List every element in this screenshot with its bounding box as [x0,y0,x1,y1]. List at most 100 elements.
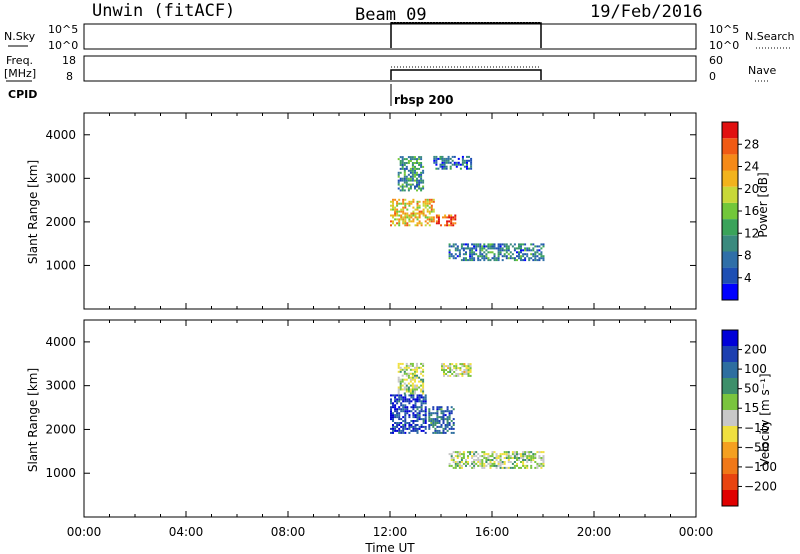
echo-cell [452,222,455,225]
echo-cell [458,466,461,469]
echo-cell [505,457,508,459]
echo-cell [420,189,423,192]
echo-cell [538,257,541,260]
echo-cell [450,453,453,456]
echo-cell [499,455,502,458]
echo-cell [501,259,504,262]
echo-cell [416,206,419,209]
echo-cell [397,390,400,393]
echo-cell [444,224,447,227]
echo-cell [400,218,403,221]
echo-cell [399,167,402,170]
echo-cell [448,418,451,421]
echo-cell [516,459,518,461]
echo-cell [450,431,453,434]
echo-cell [468,167,470,170]
echo-cell [412,416,415,419]
echo-cell [402,216,405,219]
echo-cell [449,161,452,164]
echo-cell [414,404,417,407]
echo-cell [450,420,453,422]
echo-cell [442,216,444,219]
echo-cell [439,165,442,168]
echo-cell [475,249,478,252]
echo-cell [408,427,411,430]
echo-cell [451,373,454,375]
echo-cell [454,466,457,469]
echo-cell [505,249,508,252]
echo-cell [396,425,399,428]
echo-cell [526,253,529,256]
echo-cell [499,466,502,469]
echo-cell [414,410,417,413]
echo-cell [434,431,437,434]
echo-cell [457,163,460,166]
echo-cell [422,370,425,373]
echo-cell [410,212,413,215]
echo-cell [493,257,496,260]
echo-cell [475,247,478,250]
echo-cell [405,179,408,182]
echo-cell [422,210,425,213]
echo-cell [434,418,437,421]
echo-cell [487,457,490,459]
echo-cell [443,157,446,160]
echo-cell [493,255,496,258]
echo-cell [471,451,474,454]
echo-cell [408,216,411,219]
echo-cell [424,220,427,223]
echo-cell [462,257,465,260]
echo-cell [398,398,401,401]
echo-cell [534,255,537,258]
echo-cell [485,255,488,258]
echo-cell [406,408,409,411]
echo-cell [414,169,416,172]
echo-cell [411,165,414,168]
echo-cell [479,259,482,262]
echo-cell [410,202,413,205]
echo-cell [430,420,433,422]
echo-cell [542,257,545,260]
echo-cell [469,453,472,456]
echo-cell [454,455,457,458]
echo-cell [414,427,417,430]
echo-cell [424,418,427,421]
echo-cell [414,216,417,219]
echo-cell [422,382,425,385]
echo-cell [390,416,392,419]
echo-cell [414,380,416,383]
echo-cell [411,162,414,164]
echo-cell [443,163,446,166]
echo-cell [532,455,535,458]
nave-tick-bottom: 0 [709,70,716,83]
echo-cell [454,243,457,246]
echo-cell [469,374,472,377]
echo-cell [503,253,506,256]
echo-cell [397,388,400,391]
echo-cell [497,464,500,467]
echo-cell [405,378,408,381]
echo-cell [404,422,407,424]
echo-cell [400,425,403,428]
echo-cell [420,187,423,190]
echo-cell [398,396,401,399]
echo-cell [400,418,403,421]
echo-cell [392,431,394,434]
x-tick-label: 20:00 [577,525,612,539]
echo-cell [424,202,427,205]
echo-cell [412,429,415,432]
echo-cell [499,461,502,463]
echo-cell [538,249,541,252]
echo-cell [467,259,469,262]
echo-cell [392,412,394,415]
echo-cell [437,214,440,217]
echo-cell [440,425,443,428]
echo-cell [403,162,406,164]
echo-cell [540,247,543,250]
echo-cell [471,462,474,465]
echo-cell [412,200,415,203]
echo-cell [443,369,445,371]
echo-cell [526,457,529,459]
echo-cell [398,414,401,417]
echo-cell [466,159,468,162]
